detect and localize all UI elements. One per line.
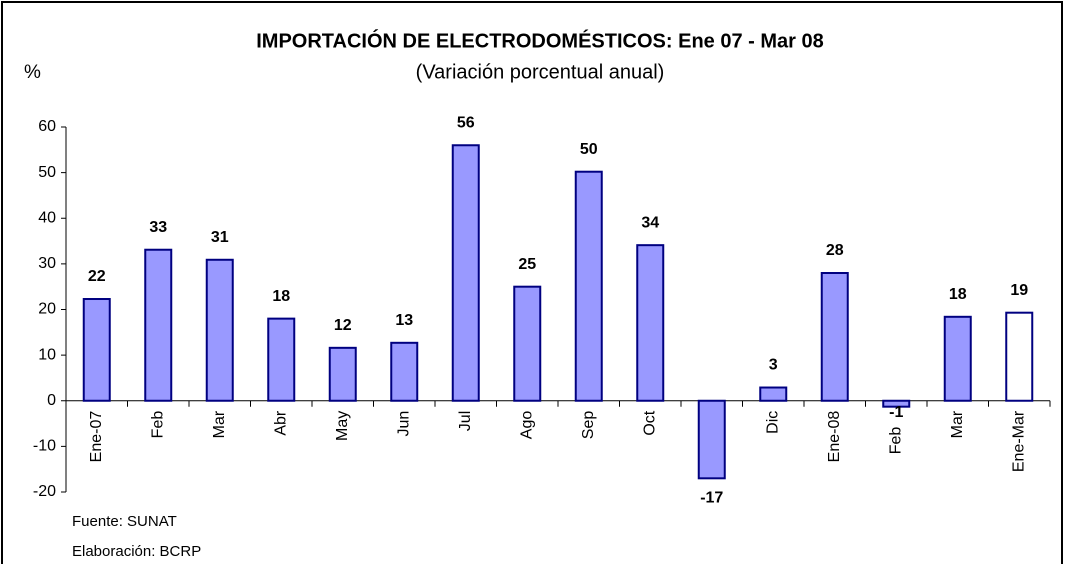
source-note: Fuente: SUNAT xyxy=(72,513,177,530)
x-tick-label: Feb xyxy=(149,411,166,439)
y-tick-label: 0 xyxy=(47,392,56,409)
bar xyxy=(697,399,726,480)
value-label: 12 xyxy=(334,317,352,334)
y-tick-label: 20 xyxy=(38,301,56,318)
bar xyxy=(882,399,911,408)
bar xyxy=(267,317,296,402)
y-tick-label: -20 xyxy=(33,483,56,500)
value-label: 22 xyxy=(88,268,106,285)
value-label: 31 xyxy=(211,229,229,246)
x-tick-label: Ene-07 xyxy=(88,411,105,463)
credit-note: Elaboración: BCRP xyxy=(72,543,201,560)
value-label: -17 xyxy=(700,490,723,507)
bar xyxy=(144,248,173,402)
x-tick-label: Dic xyxy=(764,411,781,434)
x-tick-label: Mar xyxy=(949,410,966,438)
x-tick-label: Ene-08 xyxy=(826,411,843,463)
bar xyxy=(328,346,357,402)
x-tick-label: Jun xyxy=(395,411,412,437)
bar xyxy=(205,258,234,402)
value-label: 19 xyxy=(1010,282,1028,299)
bar xyxy=(451,144,480,402)
bar xyxy=(82,298,111,402)
x-tick-label: Jul xyxy=(457,411,474,431)
x-tick-label: Ago xyxy=(518,411,535,440)
y-axis-label: % xyxy=(24,62,41,83)
bar xyxy=(759,386,788,402)
chart-subtitle: (Variación porcentual anual) xyxy=(416,61,665,83)
y-tick-label: -10 xyxy=(33,438,56,455)
bar xyxy=(636,244,665,402)
y-tick-label: 60 xyxy=(38,118,56,135)
value-label: 28 xyxy=(826,242,844,259)
x-tick-label: Ene-Mar xyxy=(1010,410,1027,472)
x-tick-label: Mar xyxy=(211,410,228,438)
x-tick-label: Oct xyxy=(641,410,658,435)
x-tick-label: Feb xyxy=(887,427,904,455)
bar xyxy=(1005,311,1034,402)
x-tick-label: Sep xyxy=(580,411,597,440)
x-tick-label: Abr xyxy=(272,410,289,436)
y-tick-label: 40 xyxy=(38,209,56,226)
bar xyxy=(820,272,849,402)
bar xyxy=(390,341,419,402)
value-label: 34 xyxy=(641,214,659,231)
bar xyxy=(943,315,972,402)
value-label: 3 xyxy=(769,357,778,374)
value-label: 18 xyxy=(272,288,290,305)
y-tick-label: 50 xyxy=(38,164,56,181)
value-label: 13 xyxy=(395,312,413,329)
value-label: -1 xyxy=(889,404,903,421)
value-label: 18 xyxy=(949,286,967,303)
bar xyxy=(574,170,603,402)
value-label: 56 xyxy=(457,114,475,131)
y-tick-label: 30 xyxy=(38,255,56,272)
x-tick-label: May xyxy=(334,411,351,441)
value-label: 25 xyxy=(518,256,536,273)
chart-title: IMPORTACIÓN DE ELECTRODOMÉSTICOS: Ene 07… xyxy=(256,28,823,52)
value-label: 33 xyxy=(149,219,167,236)
y-tick-label: 10 xyxy=(38,346,56,363)
bar xyxy=(513,285,542,402)
value-label: 50 xyxy=(580,141,598,158)
